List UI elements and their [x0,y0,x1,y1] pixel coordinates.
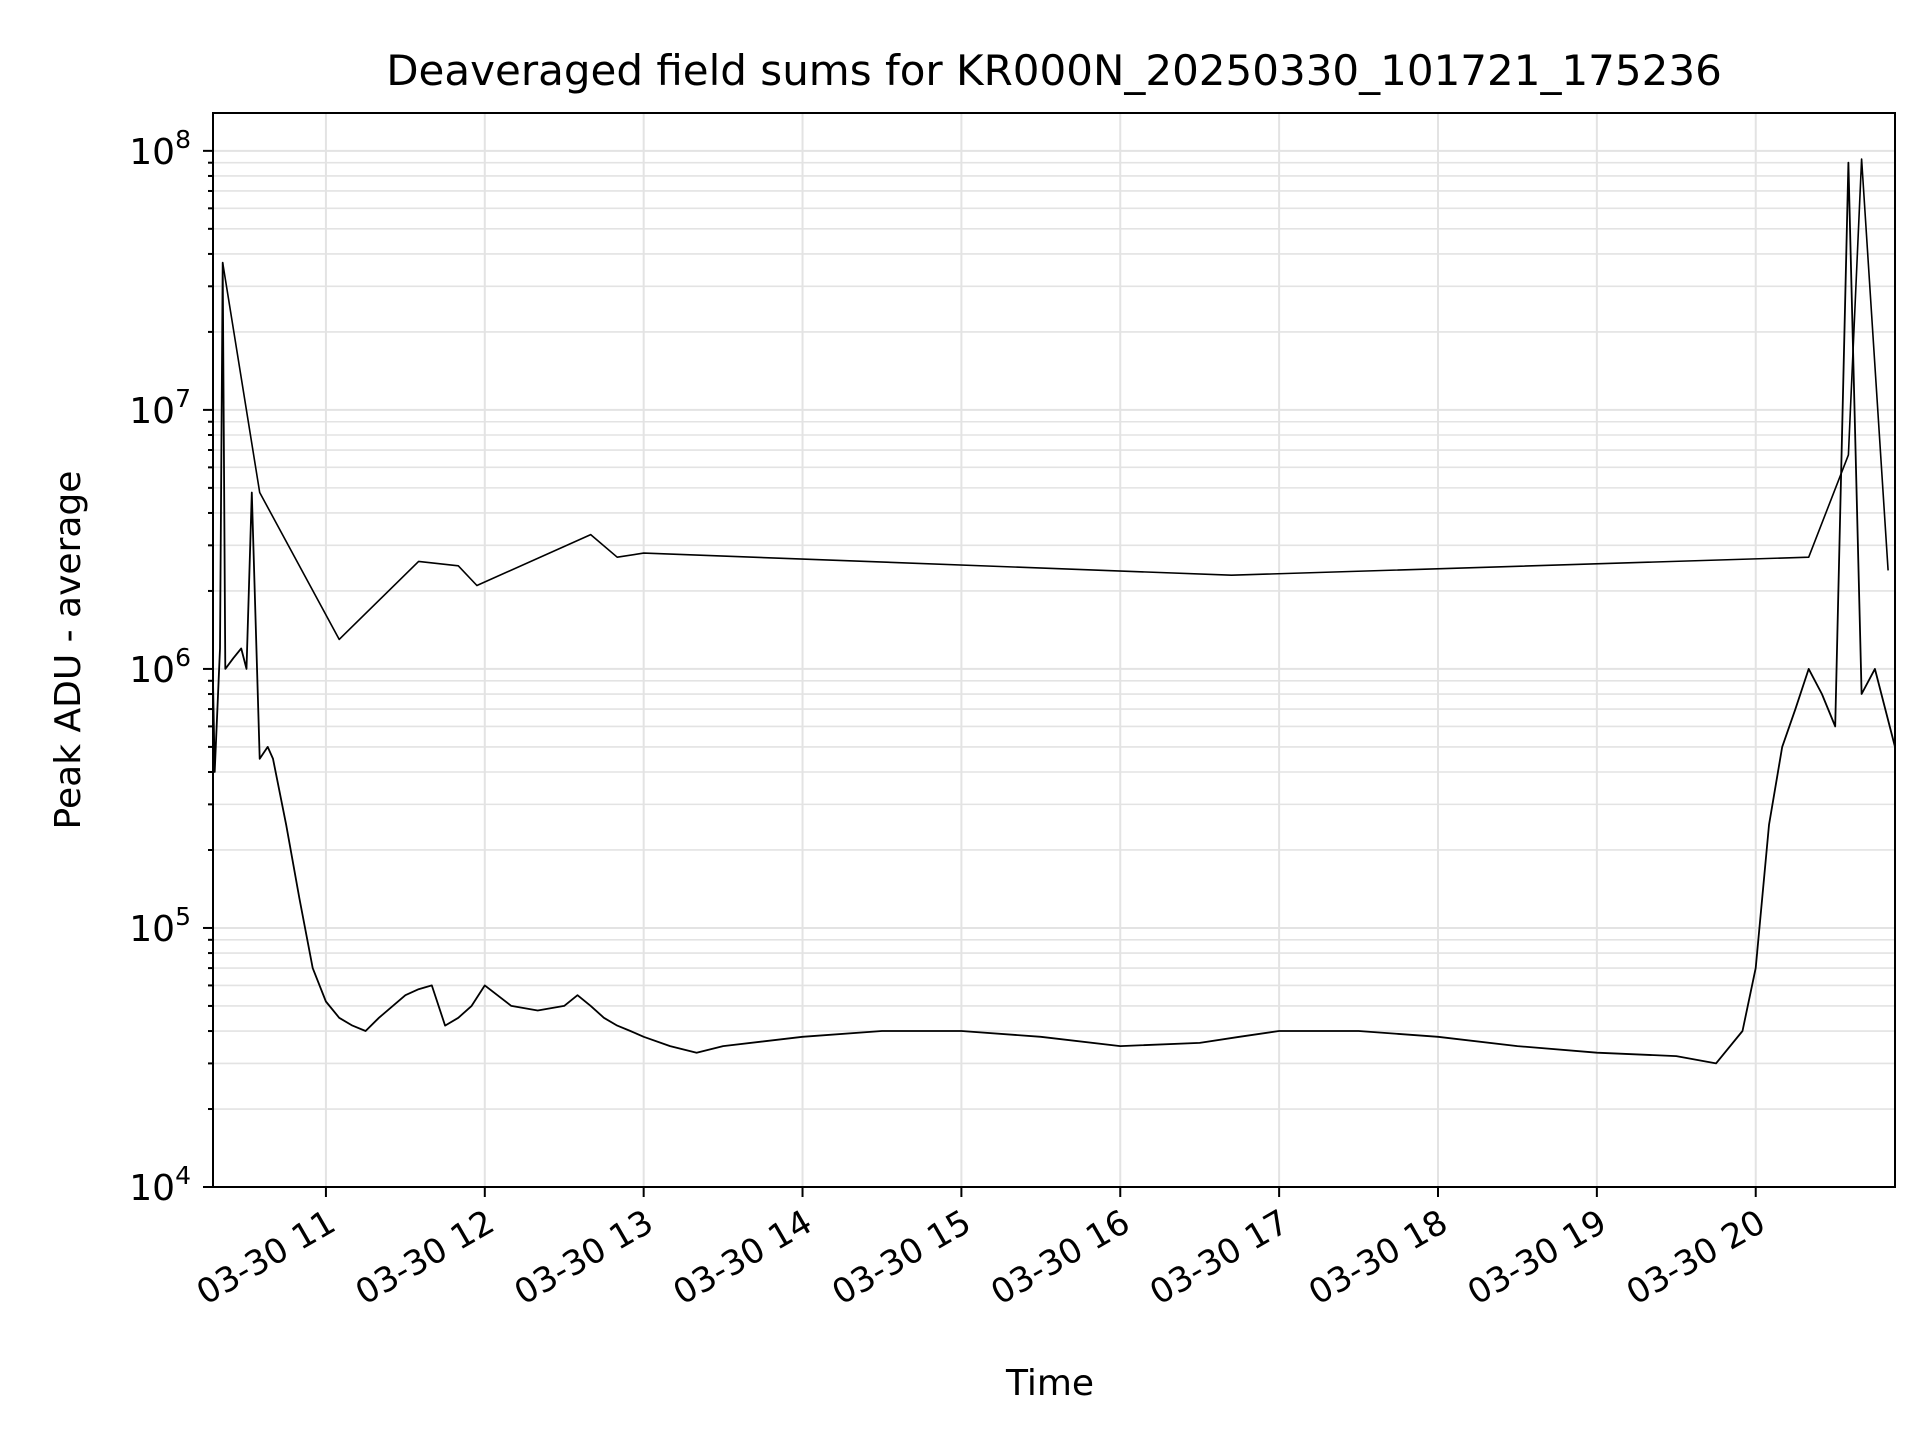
y-tick-label: 106 [129,643,191,691]
x-axis-label: Time [1005,1363,1094,1404]
series-line-1 [213,161,1895,1065]
chart-title: Deaveraged field sums for KR000N_2025033… [386,46,1722,95]
series-line-2 [221,158,1889,641]
y-tick-label: 107 [129,384,191,432]
y-tick-label: 104 [129,1161,191,1209]
y-tick-label: 105 [129,902,191,950]
y-tick-label: 108 [129,125,191,173]
plot-frame [212,112,1896,1188]
y-axis-label: Peak ADU - average [48,471,89,830]
grid-layer [213,113,1895,1188]
data-layer [213,158,1895,1065]
